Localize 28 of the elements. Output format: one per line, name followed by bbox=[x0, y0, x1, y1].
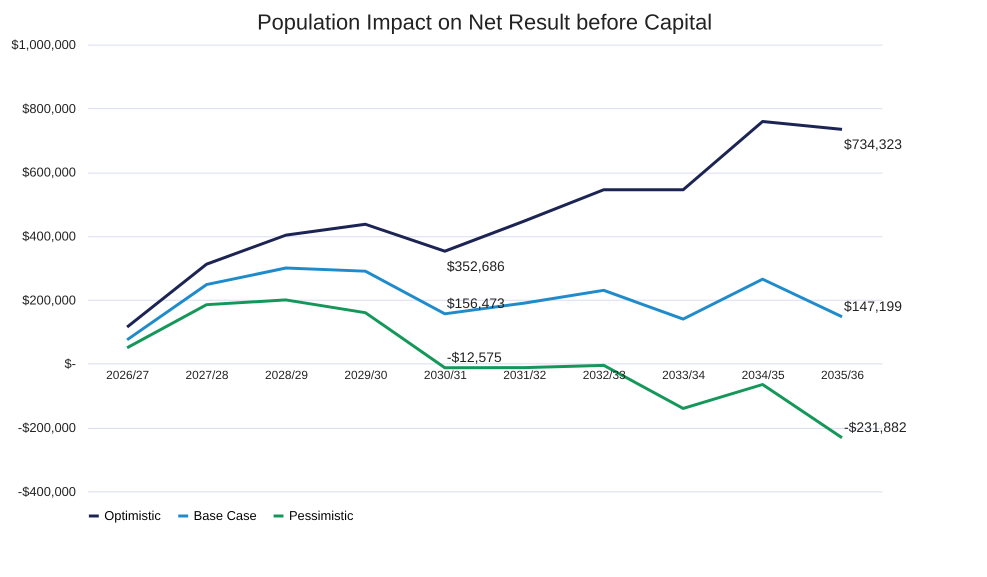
y-tick-label: $600,000 bbox=[22, 164, 76, 180]
line-series bbox=[126, 120, 844, 329]
y-tick-label: -$400,000 bbox=[18, 484, 76, 499]
y-tick-label: $- bbox=[64, 356, 76, 372]
x-tick-label: 2026/27 bbox=[106, 368, 150, 382]
y-tick-label: $800,000 bbox=[22, 100, 76, 116]
data-label: $352,686 bbox=[446, 258, 506, 274]
x-tick-label: 2028/29 bbox=[264, 368, 308, 382]
x-tick-label: 2027/28 bbox=[186, 368, 229, 382]
x-tick-label: 2029/30 bbox=[344, 368, 388, 382]
x-tick-label: 2035/36 bbox=[821, 368, 864, 382]
x-tick-label: 2033/34 bbox=[662, 368, 706, 382]
data-label: $734,323 bbox=[844, 136, 902, 152]
x-tick-label: 2030/31 bbox=[424, 368, 468, 382]
y-tick-label: $1,000,000 bbox=[11, 37, 76, 52]
y-tick-label: -$200,000 bbox=[18, 420, 76, 436]
data-label: -$231,882 bbox=[844, 418, 907, 435]
legend-label: Pessimistic bbox=[288, 508, 354, 523]
y-tick-label: $400,000 bbox=[22, 228, 76, 244]
chart-title: Population Impact on Net Result before Capital bbox=[257, 10, 712, 35]
legend-label: Base Case bbox=[194, 508, 257, 523]
legend-label: Optimistic bbox=[104, 508, 162, 523]
data-label: $147,199 bbox=[844, 298, 902, 314]
x-tick-label: 2031/32 bbox=[503, 368, 547, 382]
data-label: -$12,575 bbox=[446, 348, 502, 365]
data-label: $156,473 bbox=[446, 294, 506, 311]
y-tick-label: $200,000 bbox=[22, 292, 76, 308]
x-tick-label: 2034/35 bbox=[742, 368, 785, 382]
